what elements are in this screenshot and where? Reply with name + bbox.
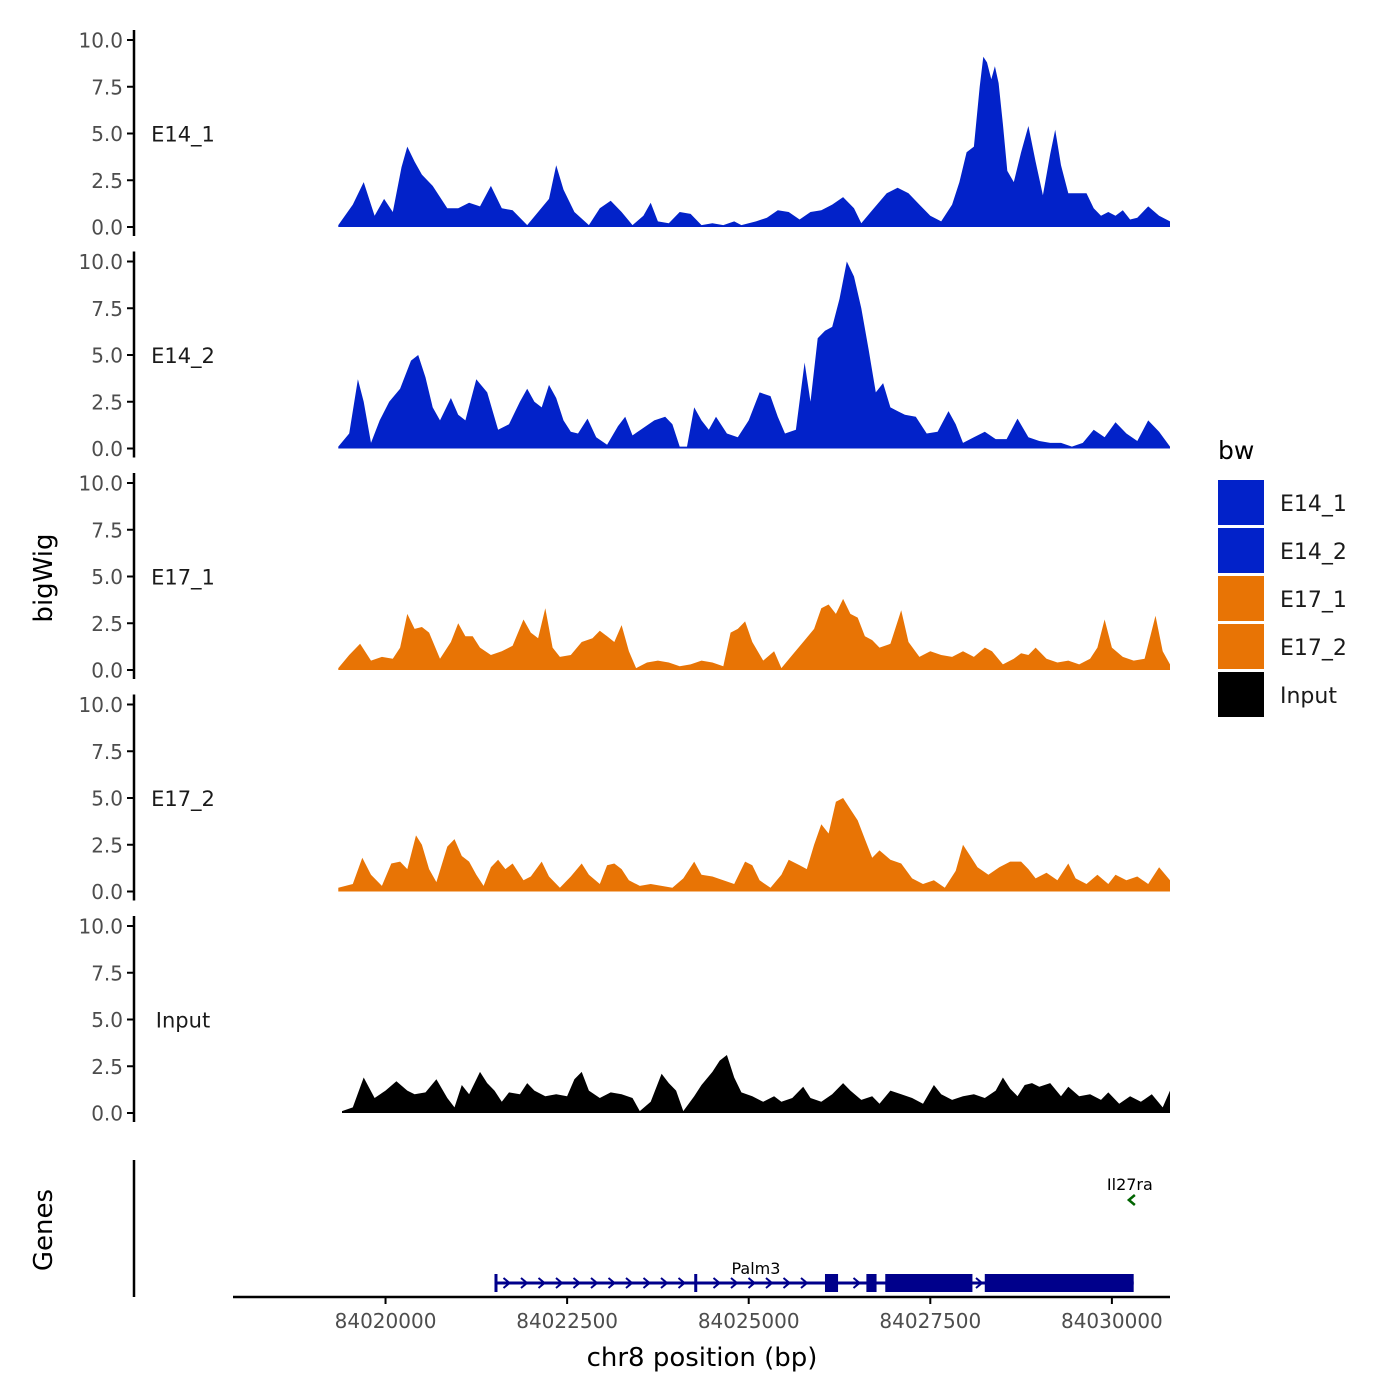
strand-arrow [642, 1277, 652, 1289]
strand-arrow [572, 1277, 582, 1289]
x-tick-label: 84027500 [879, 1309, 981, 1333]
signal-area [338, 598, 1170, 670]
y-tick-label: 0.0 [91, 1102, 123, 1126]
signal-area [342, 1055, 1170, 1113]
signal-area [338, 798, 1170, 892]
y-axis-label: bigWig [29, 533, 59, 622]
y-tick-label: 5.0 [91, 787, 123, 811]
y-tick-label: 7.5 [91, 740, 123, 764]
strand-arrow [625, 1277, 634, 1289]
gene-palm3: Palm3 [494, 1259, 1134, 1292]
strand-arrow [852, 1277, 862, 1289]
strand-arrow [520, 1277, 529, 1289]
legend-label: E14_2 [1280, 540, 1347, 565]
strand-arrow [712, 1277, 722, 1289]
track-panel-input: 0.0 2.5 5.0 7.5 10.0 Input [78, 915, 1170, 1126]
track-panel-e14-2: 0.0 2.5 5.0 7.5 10.0 E14_2 [78, 250, 1170, 461]
gene-name-label: Il27ra [1107, 1175, 1153, 1194]
strand-arrow [782, 1277, 792, 1289]
signal-area [338, 56, 1170, 227]
x-tick-label: 84030000 [1061, 1309, 1163, 1333]
gene-track: Palm3 Il27ra [132, 1160, 1153, 1297]
y-tick-label: 7.5 [91, 75, 123, 99]
strand-arrow [800, 1277, 809, 1289]
y-tick-label: 0.0 [91, 880, 123, 904]
bigwig-tracks: 0.0 2.5 5.0 7.5 10.0 E14_1 0.0 2.5 5.0 7.5 10.0 E14… [78, 29, 1170, 1126]
x-axis: 84020000 84022500 84025000 84027500 84030000 [233, 1295, 1170, 1333]
legend-swatch [1218, 672, 1264, 717]
strand-arrow [555, 1277, 564, 1289]
strand-arrow [677, 1277, 687, 1289]
y-tick-label: 10.0 [78, 693, 123, 717]
y-tick-label: 7.5 [91, 518, 123, 542]
legend-label: E17_2 [1280, 636, 1347, 661]
x-axis-label: chr8 position (bp) [587, 1343, 818, 1373]
strand-arrow [590, 1277, 599, 1289]
gene-il27ra: Il27ra [1107, 1175, 1153, 1206]
y-tick-label: 0.0 [91, 437, 123, 461]
strand-arrow [765, 1277, 774, 1289]
gene-exon [984, 1274, 1134, 1292]
y-tick-label: 2.5 [91, 612, 123, 636]
y-tick-label: 2.5 [91, 833, 123, 857]
track-label: E17_2 [151, 787, 215, 812]
gene-name-label: Palm3 [732, 1259, 781, 1278]
legend-label: E17_1 [1280, 588, 1347, 613]
y-tick-label: 0.0 [91, 216, 123, 240]
y-tick-label: 2.5 [91, 390, 123, 414]
legend-swatch [1218, 528, 1264, 573]
track-panel-e17-1: 0.0 2.5 5.0 7.5 10.0 E17_1 [78, 472, 1170, 683]
legend-swatch [1218, 624, 1264, 669]
y-tick-label: 2.5 [91, 1055, 123, 1079]
y-tick-label: 7.5 [91, 961, 123, 985]
legend-label: E14_1 [1280, 492, 1347, 517]
legend-swatch [1218, 480, 1264, 525]
y-tick-label: 2.5 [91, 169, 123, 193]
y-tick-label: 10.0 [78, 250, 123, 274]
strand-arrow [1126, 1194, 1136, 1206]
signal-area [338, 261, 1170, 449]
strand-arrow [975, 1277, 984, 1289]
x-tick-label: 84025000 [698, 1309, 800, 1333]
track-panel-e17-2: 0.0 2.5 5.0 7.5 10.0 E17_2 [78, 693, 1170, 904]
y-tick-label: 5.0 [91, 565, 123, 589]
strand-arrow [747, 1277, 757, 1289]
legend: bw E14_1 E14_2 E17_1 E17_2 Input [1218, 436, 1347, 717]
gene-exon [885, 1274, 973, 1292]
gene-exon [866, 1274, 877, 1292]
y-tick-label: 5.0 [91, 1008, 123, 1032]
genes-axis-label: Genes [29, 1189, 59, 1271]
legend-title: bw [1218, 436, 1254, 465]
track-label: E14_1 [151, 123, 215, 148]
y-tick-label: 10.0 [78, 915, 123, 939]
strand-arrow [730, 1277, 739, 1289]
y-tick-label: 0.0 [91, 659, 123, 683]
gene-exon [824, 1274, 839, 1292]
track-label: E17_1 [151, 566, 215, 591]
x-tick-label: 84022500 [516, 1309, 618, 1333]
legend-swatch [1218, 576, 1264, 621]
y-tick-label: 5.0 [91, 122, 123, 146]
legend-label: Input [1280, 684, 1337, 709]
y-tick-label: 10.0 [78, 472, 123, 496]
y-tick-label: 7.5 [91, 297, 123, 321]
strand-arrow [607, 1277, 617, 1289]
y-tick-label: 5.0 [91, 344, 123, 368]
track-label: Input [156, 1009, 210, 1033]
strand-arrow [502, 1277, 512, 1289]
y-tick-label: 10.0 [78, 29, 123, 53]
gene-exon [694, 1274, 698, 1292]
track-label: E14_2 [151, 344, 215, 369]
track-panel-e14-1: 0.0 2.5 5.0 7.5 10.0 E14_1 [78, 29, 1170, 240]
x-tick-label: 84020000 [335, 1309, 437, 1333]
strand-arrow [660, 1277, 669, 1289]
gene-exon [494, 1274, 498, 1292]
strand-arrow [537, 1277, 547, 1289]
